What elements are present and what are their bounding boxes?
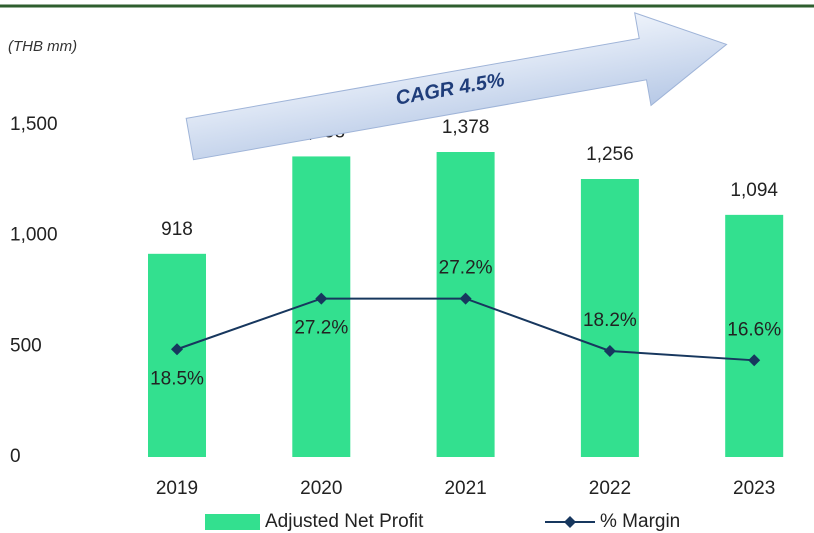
margin-marker [171, 343, 183, 356]
margin-value-label: 18.5% [150, 368, 204, 389]
margin-marker [459, 292, 472, 305]
legend-swatch [205, 514, 260, 530]
x-tick-label: 2022 [589, 478, 631, 499]
legend-label: % Margin [600, 511, 680, 532]
margin-marker [315, 292, 328, 305]
unit-label: (THB mm) [8, 38, 77, 55]
bar-value-label: 1,256 [586, 144, 634, 165]
x-tick-label: 2021 [444, 478, 486, 499]
bar [148, 253, 206, 457]
x-tick-label: 2023 [733, 478, 775, 499]
bar-value-label: 918 [161, 219, 193, 240]
margin-marker [603, 344, 616, 357]
bar [725, 214, 784, 457]
margin-value-label: 16.6% [727, 319, 781, 340]
legend-label: Adjusted Net Profit [265, 511, 424, 532]
bar-value-label: 1,378 [442, 117, 490, 138]
margin-marker [748, 354, 761, 367]
y-tick-label: 0 [10, 446, 21, 467]
bar [292, 156, 351, 458]
margin-value-label: 18.2% [583, 310, 637, 331]
bar-value-label: 1,094 [730, 180, 778, 201]
y-tick-label: 1,000 [10, 225, 58, 246]
legend-swatch-marker [564, 516, 576, 528]
y-tick-label: 500 [10, 335, 42, 356]
x-tick-label: 2020 [300, 478, 342, 499]
bar [580, 179, 639, 457]
y-tick-label: 1,500 [10, 114, 58, 135]
margin-value-label: 27.2% [439, 258, 493, 279]
x-tick-label: 2019 [156, 478, 198, 499]
margin-value-label: 27.2% [294, 318, 348, 339]
